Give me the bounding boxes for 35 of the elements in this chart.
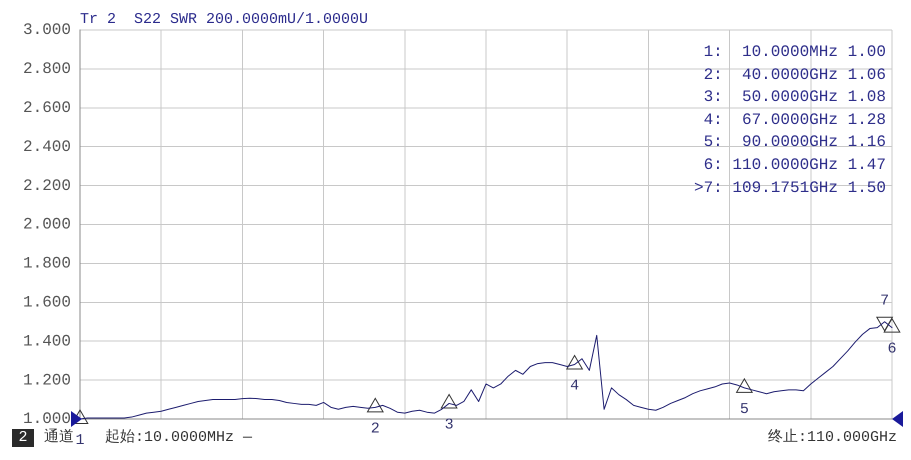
annotation: 1: 10.0000MHz 1.00 [702, 42, 886, 63]
text: 2 [12, 429, 34, 447]
point [440, 394, 458, 408]
y-tick-label: 2.400 [22, 138, 71, 156]
point [566, 355, 583, 370]
y-tick-label: 1.400 [22, 332, 71, 350]
y-tick-label: 3.000 [22, 21, 71, 40]
y-tick-label: 2.000 [22, 216, 71, 234]
y-tick-label: 1.800 [22, 254, 71, 273]
annotation: >7: 109.1751GHz 1.50 [694, 178, 886, 199]
text: 终止:110.000GHz [768, 429, 897, 447]
y-tick-label: 2.600 [22, 99, 71, 118]
y-tick-label: 2.200 [22, 176, 71, 195]
point [736, 378, 753, 393]
series-label: 2 [370, 420, 380, 438]
point [884, 318, 900, 333]
chart-title: Tr 2 S22 SWR 200.0000mU/1.0000U [80, 11, 368, 29]
annotation: 2: 40.0000GHz 1.06 [702, 64, 886, 86]
annotation: 6: 110.0000GHz 1.47 [702, 154, 886, 176]
series-label: 7 [880, 292, 890, 310]
y-tick-label: 1.000 [22, 410, 71, 428]
series-label: 6 [887, 340, 897, 358]
annotation: 4: 67.0000GHz 1.28 [702, 110, 886, 131]
series-label: 4 [570, 378, 580, 395]
y-tick-label: 1.200 [22, 371, 71, 390]
y-tick-label: 1.600 [22, 294, 71, 312]
series-label: 1 [75, 432, 85, 449]
y-tick-label: 2.800 [22, 60, 71, 78]
text: 通道 [44, 429, 74, 447]
annotation: 5: 90.0000GHz 1.16 [702, 132, 886, 154]
annotation: 3: 50.0000GHz 1.08 [702, 87, 886, 108]
series-label: 3 [444, 416, 454, 434]
point [366, 398, 384, 412]
series-label: 5 [740, 400, 749, 418]
text: 起始:10.0000MHz — [105, 429, 252, 447]
